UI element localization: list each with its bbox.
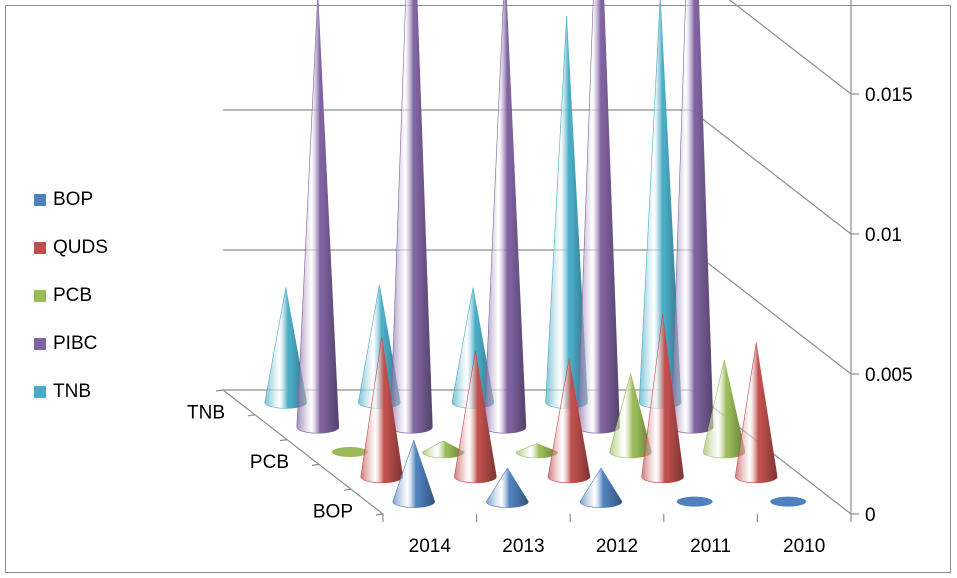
value-tick-label: 0.01	[865, 225, 902, 246]
value-tick-label: 0	[865, 505, 876, 526]
cone-bop-2012	[579, 467, 623, 508]
category-label-2011: 2011	[690, 536, 731, 557]
legend-label-pibc: PIBC	[53, 333, 98, 354]
cone-pibc-2013	[390, 0, 433, 434]
cone-pibc-2010	[670, 0, 714, 434]
chart-axes: 00.0050.010.0150.020.0252014201320122011…	[187, 0, 913, 557]
cone-quds-2010	[734, 342, 778, 484]
legend-swatch-pibc	[34, 338, 46, 350]
cone-pibc-2014	[296, 0, 340, 434]
value-tick-label: 0.005	[865, 365, 913, 386]
cone-bop-2014	[392, 439, 436, 508]
cone-bop-2010	[770, 496, 807, 507]
gridline	[728, 0, 852, 95]
legend-item-pcb: PCB	[34, 272, 184, 320]
category-label-2013: 2013	[502, 536, 544, 557]
depth-label-tnb: TNB	[187, 402, 225, 423]
legend-label-tnb: TNB	[53, 381, 91, 402]
legend-label-bop: BOP	[53, 189, 94, 210]
legend-swatch-pcb	[34, 290, 46, 302]
cone-pibc-2012	[483, 0, 527, 434]
depth-tick	[279, 439, 288, 442]
cone-quds-2013	[454, 350, 497, 484]
legend-swatch-tnb	[34, 386, 46, 398]
legend-item-bop: BOP	[34, 176, 184, 224]
value-tick-label: 0.015	[865, 85, 913, 106]
depth-tick	[215, 389, 224, 392]
legend-swatch-bop	[34, 194, 46, 206]
cone-pibc-2011	[577, 0, 620, 434]
cone-quds-2011	[641, 314, 684, 484]
category-label-2014: 2014	[409, 536, 452, 557]
depth-tick	[247, 414, 256, 417]
legend-item-tnb: TNB	[34, 368, 184, 416]
cone-bop-2011	[676, 496, 713, 507]
depth-label-bop: BOP	[313, 502, 353, 523]
legend-label-quds: QUDS	[53, 237, 108, 258]
legend-label-pcb: PCB	[53, 285, 93, 306]
category-label-2010: 2010	[783, 536, 825, 557]
cone-quds-2012	[547, 359, 591, 484]
depth-axis-line	[222, 389, 384, 515]
depth-tick	[375, 513, 384, 516]
legend-item-quds: QUDS	[34, 224, 184, 272]
cone-pcb-2014	[331, 447, 368, 457]
depth-tick	[311, 463, 320, 466]
cone-bop-2013	[486, 467, 529, 508]
legend-swatch-quds	[34, 242, 46, 254]
depth-tick	[343, 488, 352, 491]
depth-label-pcb: PCB	[250, 452, 289, 473]
category-label-2012: 2012	[596, 536, 638, 557]
legend-item-pibc: PIBC	[34, 320, 184, 368]
legend: BOP QUDS PCB PIBC TNB	[34, 176, 184, 416]
chart-marks	[264, 0, 807, 508]
